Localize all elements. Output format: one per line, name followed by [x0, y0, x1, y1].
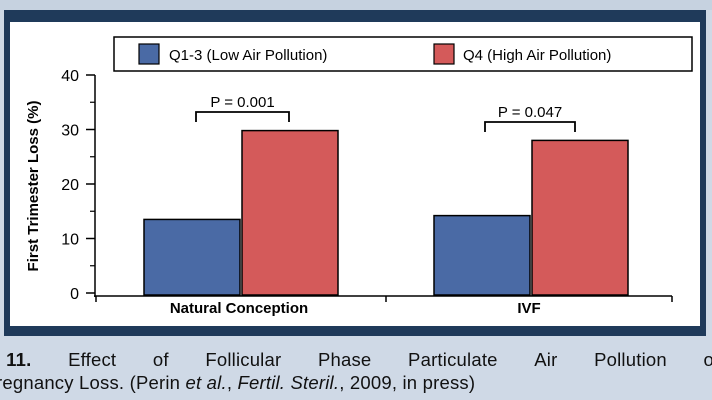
caption-word: Follicular: [205, 349, 282, 370]
caption-text: ,: [226, 372, 238, 393]
y-axis-title: First Trimester Loss (%): [25, 101, 42, 272]
caption-line-2: regnancy Loss. (Perin et al., Fertil. St…: [0, 371, 475, 395]
bar-low: [433, 214, 531, 296]
y-tick-label: 10: [61, 232, 79, 249]
caption-word: of: [152, 349, 169, 370]
caption-text: regnancy Loss. (Perin: [0, 372, 186, 393]
bar-high: [531, 139, 629, 296]
top-strip: [0, 0, 712, 10]
bar-chart: 0 10 20 30 40 First Trimester Loss (%) Natural…: [25, 36, 693, 317]
caption-word: Effect: [68, 349, 117, 370]
caption-journal: Fertil. Steril.: [237, 372, 340, 393]
caption-word: Air: [534, 349, 558, 370]
p-value-annotation: P = 0.001: [210, 94, 274, 111]
y-tick-label: 0: [70, 286, 79, 303]
caption-word: o: [703, 349, 712, 370]
y-tick-label: 30: [61, 123, 79, 140]
caption-word: Phase: [317, 349, 372, 370]
y-tick-label: 20: [61, 177, 79, 194]
y-tick-label: 40: [61, 68, 79, 85]
x-category-label: IVF: [517, 300, 540, 317]
caption-line-1: ig 11. Effect of Follicular Phase Partic…: [0, 348, 712, 372]
p-value-annotation: P = 0.047: [498, 104, 562, 121]
caption-text: , 2009, in press): [339, 372, 476, 393]
caption-figure-label: ig 11.: [0, 349, 32, 370]
legend-label: Q1-3 (Low Air Pollution): [169, 47, 327, 64]
significance-bracket: [195, 111, 290, 122]
caption-word: Pollution: [594, 349, 667, 370]
legend-swatch-low: [138, 43, 160, 65]
caption-authors-et-al: et al.: [185, 372, 227, 393]
legend-label: Q4 (High Air Pollution): [463, 47, 611, 64]
x-category-label: Natural Conception: [170, 300, 308, 317]
bar-low: [143, 218, 241, 296]
caption-word: Particulate: [408, 349, 498, 370]
legend-box: [113, 36, 693, 72]
significance-bracket: [484, 121, 576, 132]
figure-caption: ig 11. Effect of Follicular Phase Partic…: [0, 348, 712, 400]
bar-high: [241, 129, 339, 296]
legend-swatch-high: [433, 43, 455, 65]
